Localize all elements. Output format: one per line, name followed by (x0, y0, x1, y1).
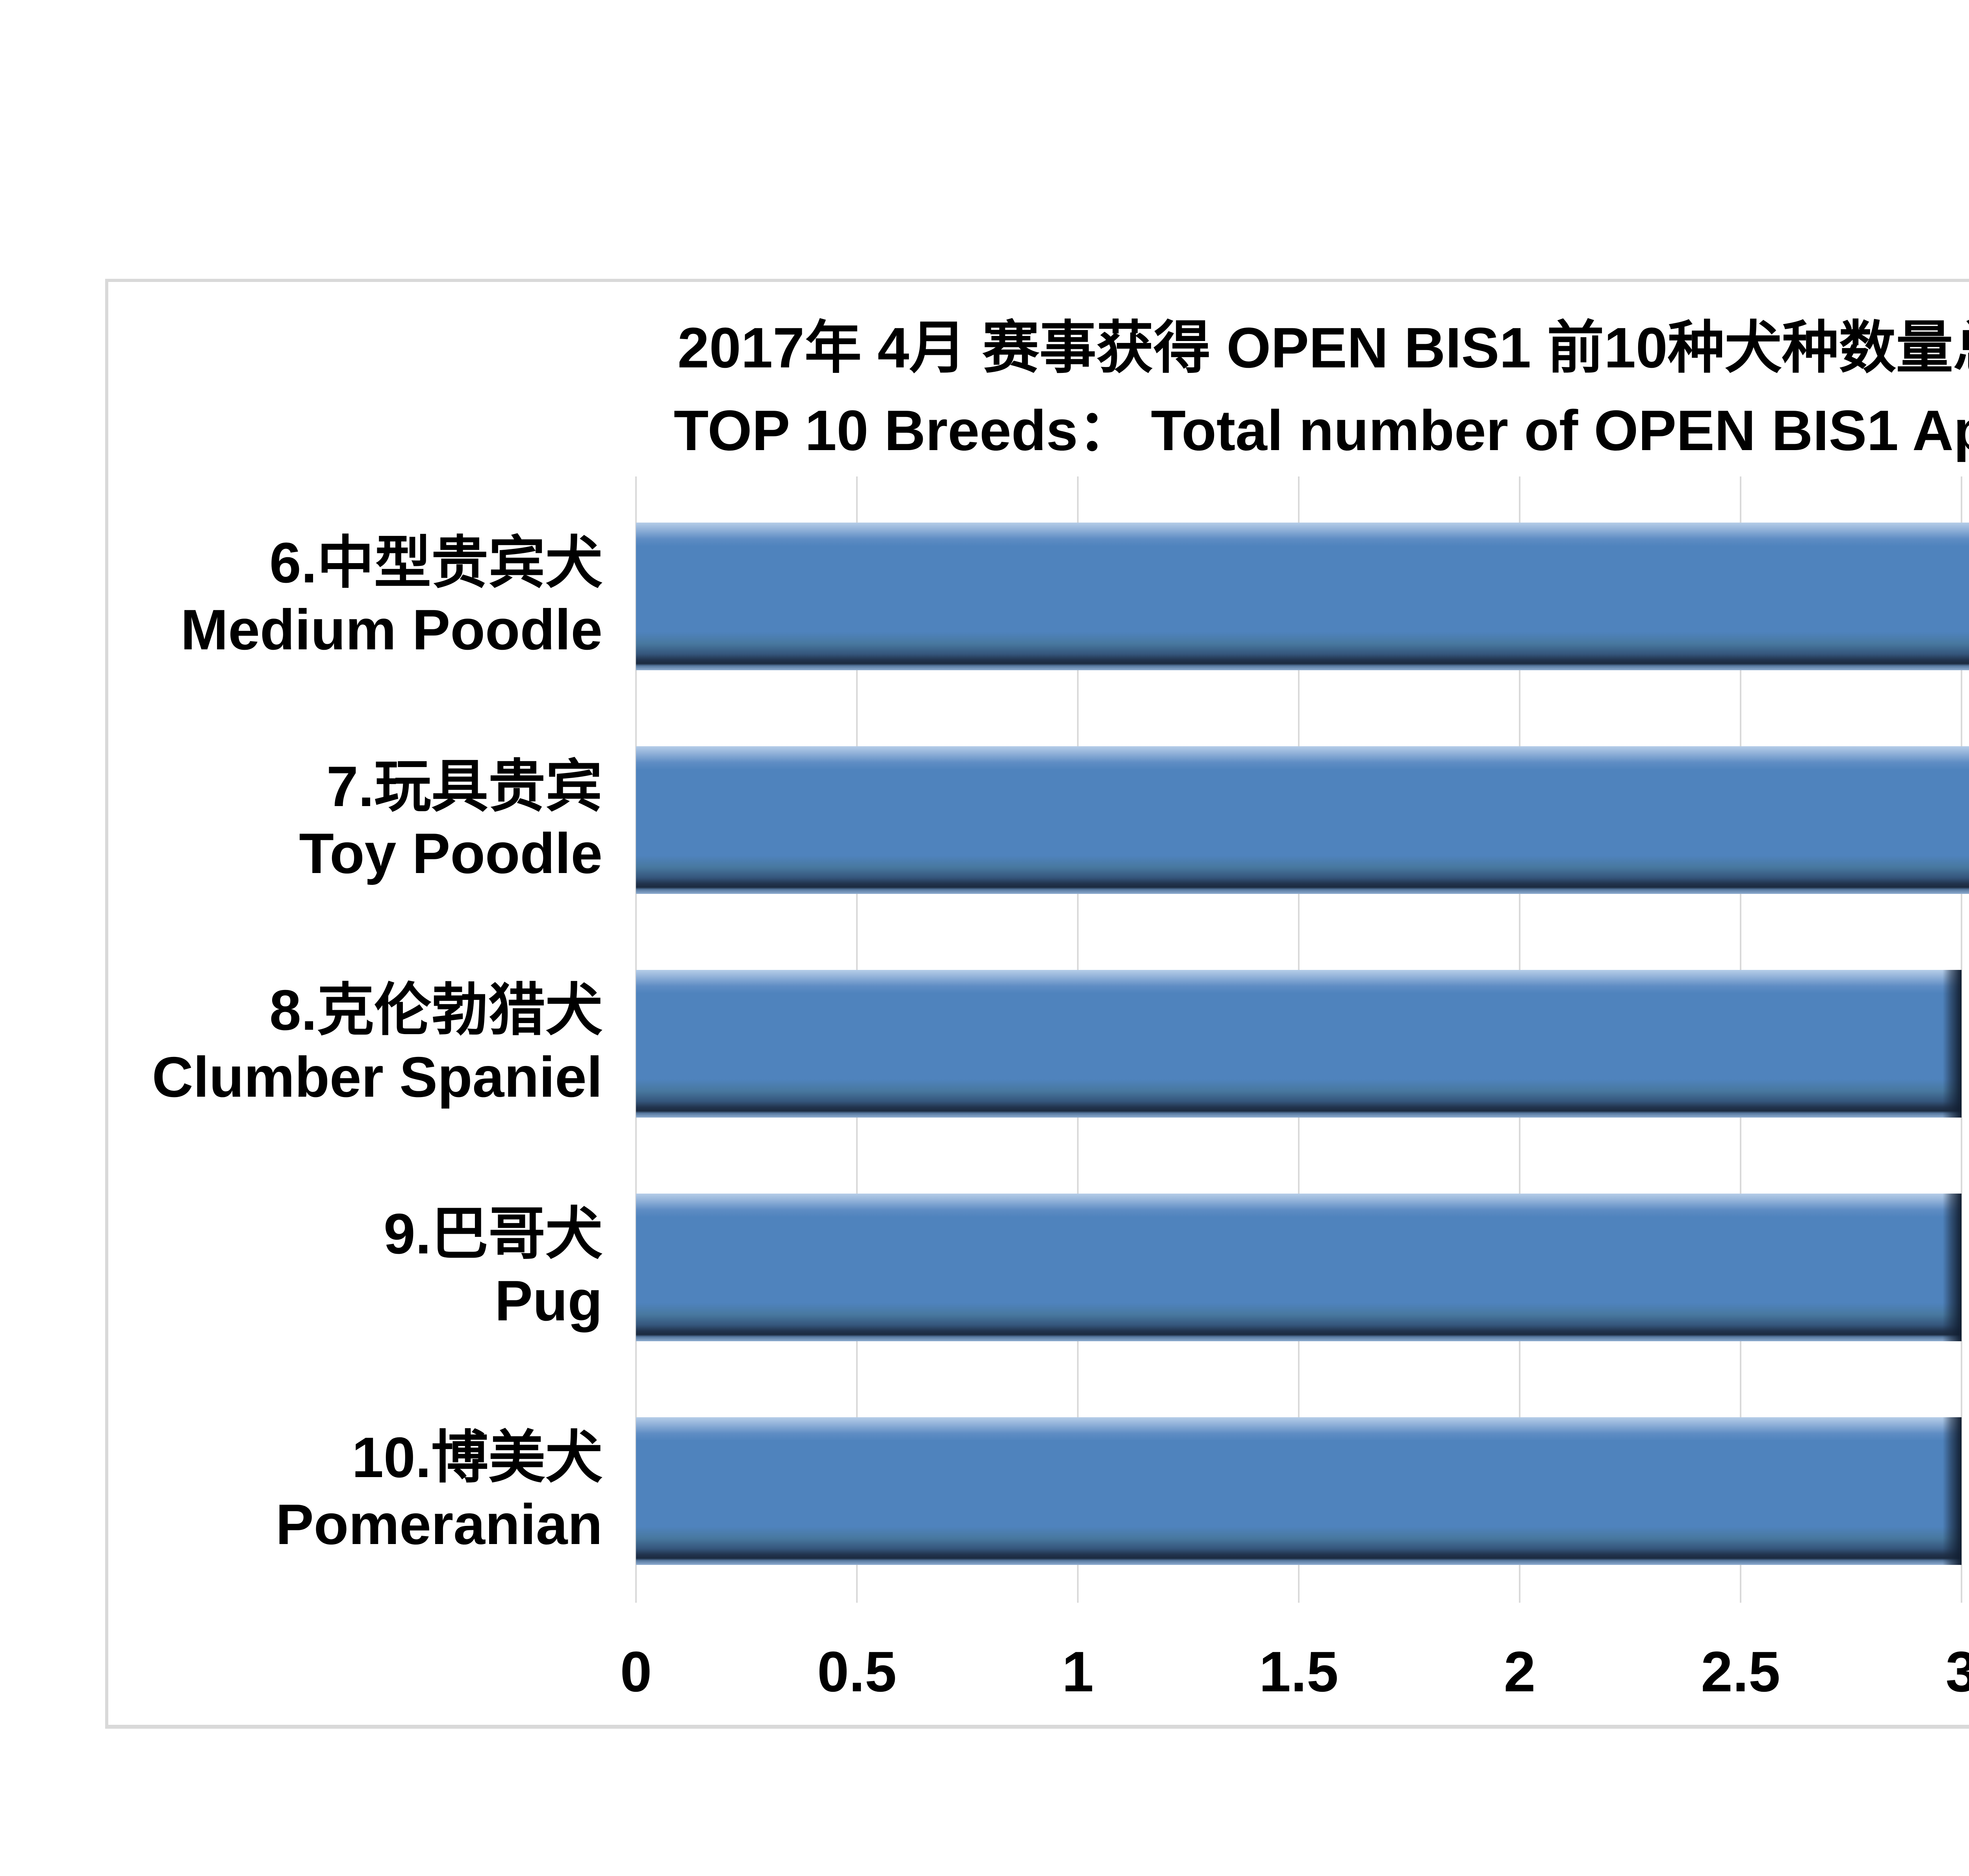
chart-title-zh: 2017年 4月 赛事获得 OPEN BIS1 前10种犬种数量总数统计 (677, 316, 1969, 380)
chart-title-en: TOP 10 Breeds： Total number of OPEN BIS1… (673, 399, 1969, 462)
chart-frame (105, 279, 1969, 1729)
